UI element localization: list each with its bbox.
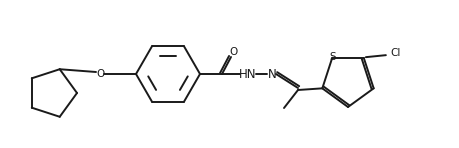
Text: O: O xyxy=(229,47,237,57)
Text: N: N xyxy=(268,67,276,81)
Text: Cl: Cl xyxy=(391,48,401,58)
Text: S: S xyxy=(330,52,336,62)
Text: HN: HN xyxy=(239,67,257,81)
Text: O: O xyxy=(96,69,104,79)
